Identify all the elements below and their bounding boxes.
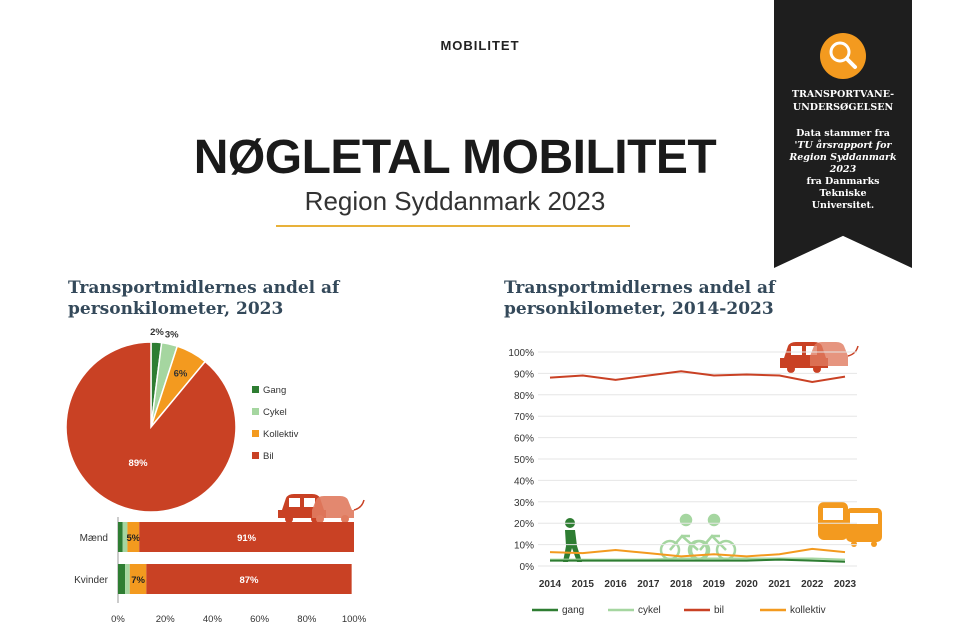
pie-data-label: 2% — [150, 327, 164, 338]
legend-label: Kollektiv — [263, 429, 299, 440]
pie-title-line: personkilometer, 2023 — [68, 299, 284, 319]
bar-x-tick: 100% — [342, 614, 367, 625]
legend-swatch-gang — [252, 386, 259, 393]
series-line-bil — [549, 370, 846, 383]
line-x-tick: 2015 — [572, 579, 595, 590]
line-x-tick: 2017 — [637, 579, 660, 590]
magnifier-icon — [829, 41, 857, 69]
bus-train-icon — [818, 502, 882, 547]
line-x-tick: 2021 — [768, 579, 791, 590]
badge-heading-line: TRANSPORTVANE- — [791, 89, 895, 100]
line-x-tick: 2014 — [539, 579, 562, 590]
series-line-gang — [550, 558, 846, 563]
line-y-tick: 100% — [508, 348, 534, 359]
legend-label: Cykel — [263, 407, 287, 418]
badge-italic: 'TU årsrapport for — [794, 140, 892, 151]
line-y-tick: 20% — [514, 519, 534, 530]
series-line-kollektiv — [549, 547, 846, 558]
bar-data-label: 87% — [239, 575, 259, 586]
page-subtitle: Region Syddanmark 2023 — [304, 186, 606, 216]
bar-x-tick: 60% — [250, 614, 270, 625]
bar-x-tick: 20% — [156, 614, 176, 625]
legend-swatch-bil — [252, 452, 259, 459]
pie-data-label: 6% — [174, 368, 188, 379]
legend-swatch-kollektiv — [252, 430, 259, 437]
section-kicker: MOBILITET — [440, 38, 520, 53]
bar-segment-gang — [118, 522, 123, 552]
badge-italic: Region Syddanmark — [789, 152, 897, 163]
title-underline — [276, 225, 630, 227]
line-y-tick: 80% — [514, 391, 534, 402]
line-chart-title: Transportmidlernes andel af personkilome… — [504, 278, 775, 320]
line-x-tick: 2016 — [604, 579, 627, 590]
bar-segment-cykel — [125, 564, 130, 594]
badge-heading-line: UNDERSØGELSEN — [792, 102, 894, 113]
bar-segment-bil — [146, 564, 352, 594]
line-y-tick: 90% — [514, 369, 534, 380]
line-y-tick: 60% — [514, 434, 534, 445]
badge-line: Tekniske — [819, 188, 867, 199]
line-x-tick: 2019 — [703, 579, 726, 590]
badge-line: 2023 — [780, 164, 906, 176]
left-charts: 2% 3% 6% 89% Gang Cykel Kollektiv Bil Mænd 5% 91% K… — [65, 327, 367, 625]
line-title-line: Transportmidlernes andel af — [504, 278, 776, 298]
line-title-line: personkilometer, 2014-2023 — [504, 299, 774, 319]
legend-label: gang — [562, 605, 584, 616]
bar-segment-kollektiv — [127, 522, 140, 552]
bar-segment-cykel — [122, 522, 128, 552]
bar-category-label: Mænd — [80, 533, 108, 544]
bar-segment-bil — [139, 522, 354, 552]
source-badge: TRANSPORTVANE- UNDERSØGELSEN Data stamme… — [774, 0, 912, 268]
badge-line: 'TU årsrapport for — [780, 140, 906, 152]
line-x-tick: 2020 — [736, 579, 759, 590]
badge-line: Region Syddanmark — [780, 152, 906, 164]
line-y-tick: 30% — [514, 498, 534, 509]
car-icon — [780, 342, 859, 373]
bar-x-tick: 0% — [111, 614, 125, 625]
line-x-tick: 2023 — [834, 579, 857, 590]
pie-title-line: Transportmidlernes andel af — [68, 278, 340, 298]
legend-label: bil — [714, 605, 724, 616]
line-x-tick: 2022 — [801, 579, 824, 590]
bar-segment-kollektiv — [129, 564, 147, 594]
line-y-tick: 40% — [514, 476, 534, 487]
line-y-tick: 10% — [514, 541, 534, 552]
legend-label: kollektiv — [790, 605, 826, 616]
legend-label: cykel — [638, 605, 661, 616]
pie-data-label: 89% — [129, 458, 149, 469]
bar-x-tick: 40% — [203, 614, 223, 625]
right-chart: 0% 10% 20% 30% 40% 50% 60% 70% 80% 90% 100% 2014 201… — [508, 342, 882, 616]
pie-data-label: 3% — [165, 329, 179, 340]
legend-label: Gang — [263, 385, 286, 396]
search-icon-circle — [820, 33, 866, 79]
bar-data-label: 7% — [131, 575, 145, 586]
badge-line: Data stammer fra — [796, 128, 890, 139]
pie-chart-title: Transportmidlernes andel af personkilome… — [68, 278, 339, 320]
legend-label: Bil — [263, 451, 274, 462]
badge-line: Universitet. — [811, 200, 875, 211]
bar-segment-gang — [118, 564, 126, 594]
line-y-tick: 50% — [514, 455, 534, 466]
badge-line: fra Danmarks — [806, 176, 880, 187]
line-y-tick: 0% — [520, 562, 535, 573]
pie-slice-bil — [65, 341, 237, 513]
line-y-tick: 70% — [514, 412, 534, 423]
series-line-cykel — [550, 557, 846, 561]
page-title: NØGLETAL MOBILITET — [193, 131, 717, 184]
bar-category-label: Kvinder — [74, 575, 109, 586]
badge-italic: 2023 — [829, 164, 857, 175]
legend-swatch-cykel — [252, 408, 259, 415]
car-icon — [278, 494, 365, 523]
pedestrian-icon — [563, 518, 582, 562]
bar-data-label: 91% — [237, 533, 257, 544]
bar-data-label: 5% — [126, 533, 140, 544]
line-x-tick: 2018 — [670, 579, 693, 590]
bicycle-icon — [659, 513, 737, 561]
bar-x-tick: 80% — [297, 614, 317, 625]
badge-source-text: Data stammer fra 'TU årsrapport for Regi… — [780, 128, 906, 212]
badge-heading: TRANSPORTVANE- UNDERSØGELSEN — [778, 88, 908, 114]
